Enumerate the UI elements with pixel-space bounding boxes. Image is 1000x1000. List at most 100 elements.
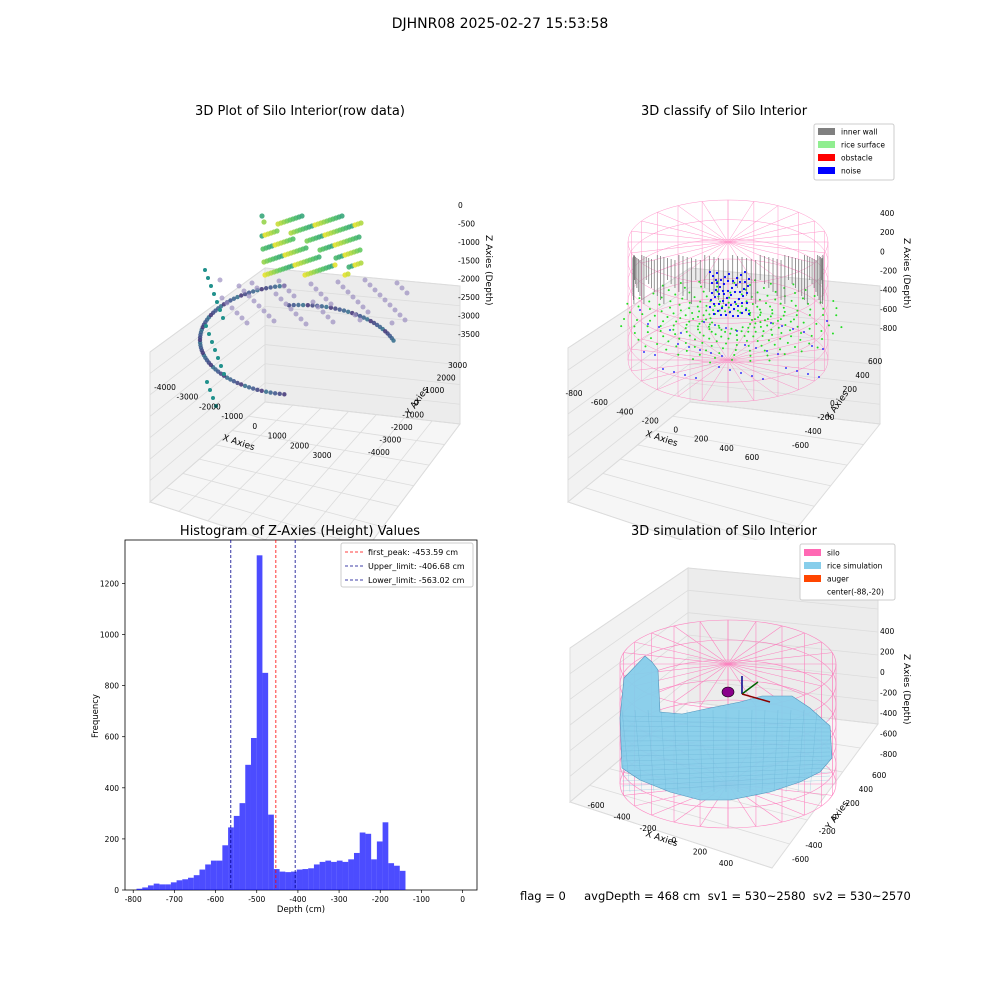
classify-point-rice: [735, 334, 738, 337]
classify-point-rice: [762, 287, 765, 290]
classify-point-noise: [803, 331, 805, 333]
hist-bar: [268, 814, 274, 890]
classify-point-rice: [769, 282, 772, 285]
classify-point-rice: [672, 324, 675, 327]
hist-bar: [308, 868, 314, 890]
center-x-axis-arrow: [741, 693, 771, 703]
raw-point-mid: [315, 304, 321, 310]
classify-point-rice: [777, 326, 780, 329]
raw-point-wall: [277, 391, 282, 397]
classify-point-noise: [729, 369, 731, 371]
raw-point-mid: [308, 281, 314, 287]
classify-point-rice: [688, 291, 691, 294]
classify-point-rice: [701, 320, 704, 323]
raw-point-wall: [228, 377, 233, 382]
raw-x-tick-label: -4000: [154, 383, 176, 392]
raw-point-mid: [320, 309, 326, 315]
raw-point-mid: [266, 313, 272, 319]
classify-point-rice: [700, 285, 703, 288]
classify-point-rice: [768, 359, 771, 362]
classify-point-rice: [674, 333, 677, 336]
raw-point-edge: [212, 292, 216, 296]
classify-point-rice: [677, 353, 680, 356]
classify-point-noise: [729, 303, 733, 307]
classify-point-noise: [811, 345, 813, 347]
simulation-y-tick-label: 200: [845, 799, 860, 808]
classify-point-noise: [715, 271, 719, 275]
raw-point-edge: [221, 316, 225, 320]
raw-point-edge: [215, 300, 219, 304]
classify-point-rice: [813, 295, 816, 298]
raw-z-axis-label: Z Axies (Depth): [483, 235, 493, 306]
raw-point-wall: [268, 285, 273, 290]
raw-z-tick-label: -2000: [458, 275, 480, 284]
classify-point-noise: [733, 290, 737, 294]
classify-x-tick-label: -800: [565, 389, 582, 398]
classify-point-rice: [773, 343, 776, 346]
hist-bar: [331, 861, 337, 890]
classify-point-noise: [738, 290, 742, 294]
hist-bar: [142, 887, 148, 890]
classify-y-tick-label: -200: [817, 413, 834, 422]
classify-point-rice: [693, 296, 696, 299]
classify-point-rice: [761, 334, 764, 337]
hist-bar: [285, 872, 292, 890]
classify-point-rice: [684, 314, 687, 317]
hist-legend-label: Upper_limit: -406.68 cm: [368, 562, 465, 571]
classify-point-rice: [743, 335, 746, 338]
raw-point-wall: [368, 318, 373, 324]
raw-point-mid: [256, 303, 262, 309]
simulation-legend-swatch: [804, 549, 821, 556]
classify-point-rice: [667, 289, 670, 292]
raw-point-mid: [217, 277, 223, 283]
raw-point-mid: [246, 293, 252, 299]
center-y-axis-arrow: [741, 681, 759, 695]
classify-legend-label: obstacle: [841, 154, 873, 163]
simulation-x-tick-label: 400: [719, 859, 734, 868]
classify-point-noise: [734, 283, 738, 287]
classify-point-rice: [734, 348, 737, 351]
classify-point-rice: [754, 330, 757, 333]
hist-bar: [239, 803, 246, 890]
simulation-x-tick-label: -400: [613, 813, 630, 822]
raw-z-tick-label: -2500: [458, 293, 480, 302]
classify-point-rice: [816, 346, 819, 349]
classify-point-rice: [662, 335, 665, 338]
classify-point-rice: [760, 344, 763, 347]
classify-point-rice: [733, 353, 736, 356]
classify-point-rice: [799, 338, 802, 341]
classify-point-rice: [748, 349, 751, 352]
classify-point-rice: [672, 312, 675, 315]
classify-point-noise: [728, 310, 732, 314]
classify-point-rice: [705, 295, 708, 298]
raw-point-top: [316, 254, 322, 260]
classify-point-noise: [736, 314, 740, 318]
classify-point-rice: [708, 323, 711, 326]
classify-point-rice: [772, 322, 775, 325]
classify-point-rice: [800, 350, 803, 353]
classify-point-rice: [822, 307, 825, 310]
hist-y-tick-label: 1000: [100, 631, 119, 640]
simulation-z-tick-label: -800: [880, 750, 897, 759]
classify-point-noise: [669, 329, 671, 331]
simulation-legend-swatch: [804, 562, 821, 569]
raw-point-wall: [272, 391, 278, 396]
raw-point-edge: [210, 340, 214, 344]
classify-point-noise: [743, 270, 747, 274]
classify-point-rice: [789, 329, 792, 332]
raw-point-mid: [293, 311, 299, 317]
classify-point-rice: [718, 352, 721, 355]
classify-point-rice: [747, 344, 750, 347]
classify-point-rice: [683, 286, 686, 289]
hist-bar: [348, 859, 354, 890]
classify-y-tick-label: -600: [792, 441, 809, 450]
raw-point-top: [356, 234, 362, 240]
classify-point-rice: [770, 328, 773, 331]
raw-point-mid: [352, 312, 358, 318]
classify-point-noise: [736, 330, 738, 332]
hist-bar: [291, 871, 297, 890]
classify-point-noise: [792, 328, 794, 330]
raw-point-wall: [345, 309, 351, 315]
raw-point-mid: [286, 288, 292, 294]
raw-pane-back: [264, 267, 461, 425]
